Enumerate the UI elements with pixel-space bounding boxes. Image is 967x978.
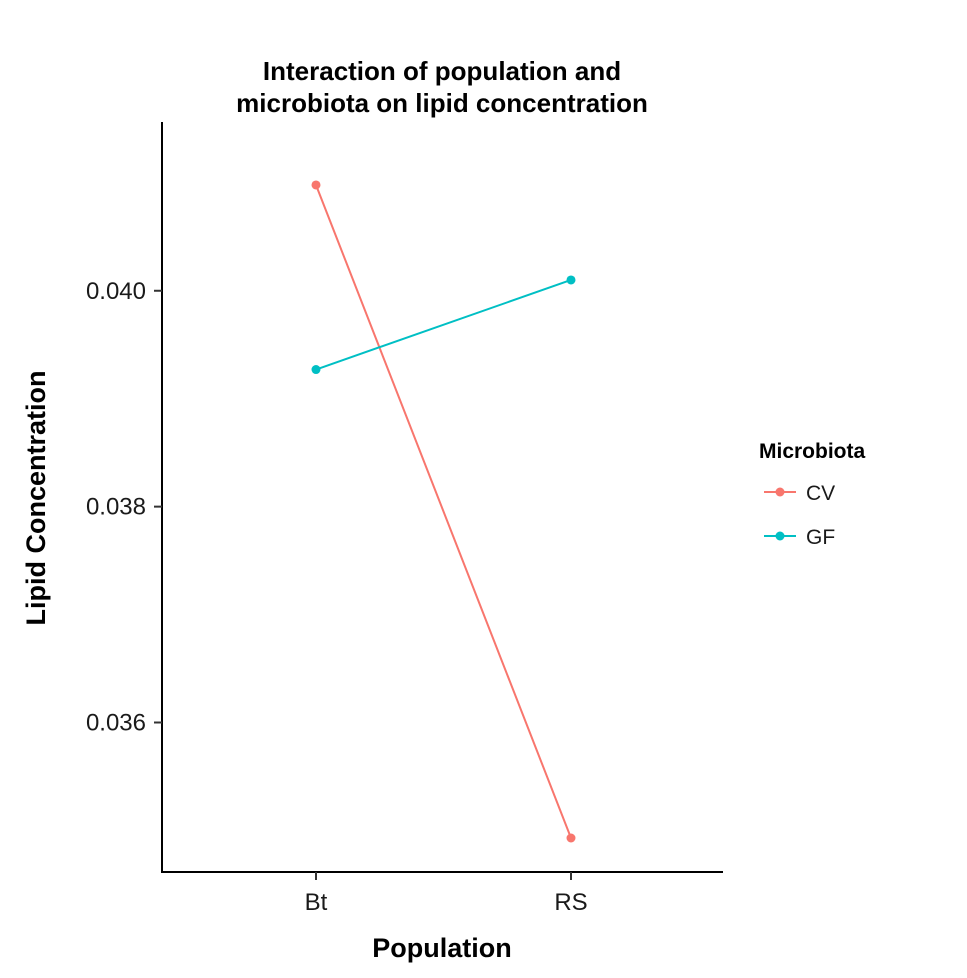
legend-key-point: [775, 487, 785, 497]
data-point-gf-bt: [311, 365, 321, 375]
legend: Microbiota CV GF: [759, 440, 865, 549]
chart-title-line-1: Interaction of population and: [263, 56, 621, 86]
x-axis-title: Population: [372, 933, 511, 963]
chart-title: Interaction of population and microbiota…: [236, 56, 648, 118]
data-point-cv-bt: [311, 180, 321, 190]
x-tick-label: Bt: [305, 889, 328, 916]
series-line-cv: [315, 184, 572, 839]
y-tick-label: 0.036: [86, 710, 146, 737]
data-point-gf-rs: [566, 275, 576, 285]
plot-area: [311, 180, 576, 843]
x-axis: Bt RS Population: [161, 871, 723, 963]
x-ticks: Bt RS: [305, 872, 588, 916]
series-cv: [311, 180, 576, 843]
legend-item-cv: CV: [764, 482, 835, 505]
legend-title: Microbiota: [759, 440, 865, 463]
legend-label: GF: [806, 526, 835, 549]
data-point-cv-rs: [566, 833, 576, 843]
legend-key-point: [775, 531, 785, 541]
x-tick-label: RS: [554, 889, 587, 916]
legend-label: CV: [806, 482, 835, 505]
y-ticks: 0.036 0.038 0.040: [86, 278, 162, 737]
chart-title-line-2: microbiota on lipid concentration: [236, 88, 648, 118]
series-line-gf: [315, 279, 572, 371]
y-tick-label: 0.038: [86, 494, 146, 521]
legend-item-gf: GF: [764, 526, 835, 549]
y-tick-label: 0.040: [86, 278, 146, 305]
y-axis-title: Lipid Concentration: [21, 371, 51, 626]
y-axis: 0.036 0.038 0.040 Lipid Concentration: [21, 122, 163, 872]
series-gf: [311, 275, 576, 375]
